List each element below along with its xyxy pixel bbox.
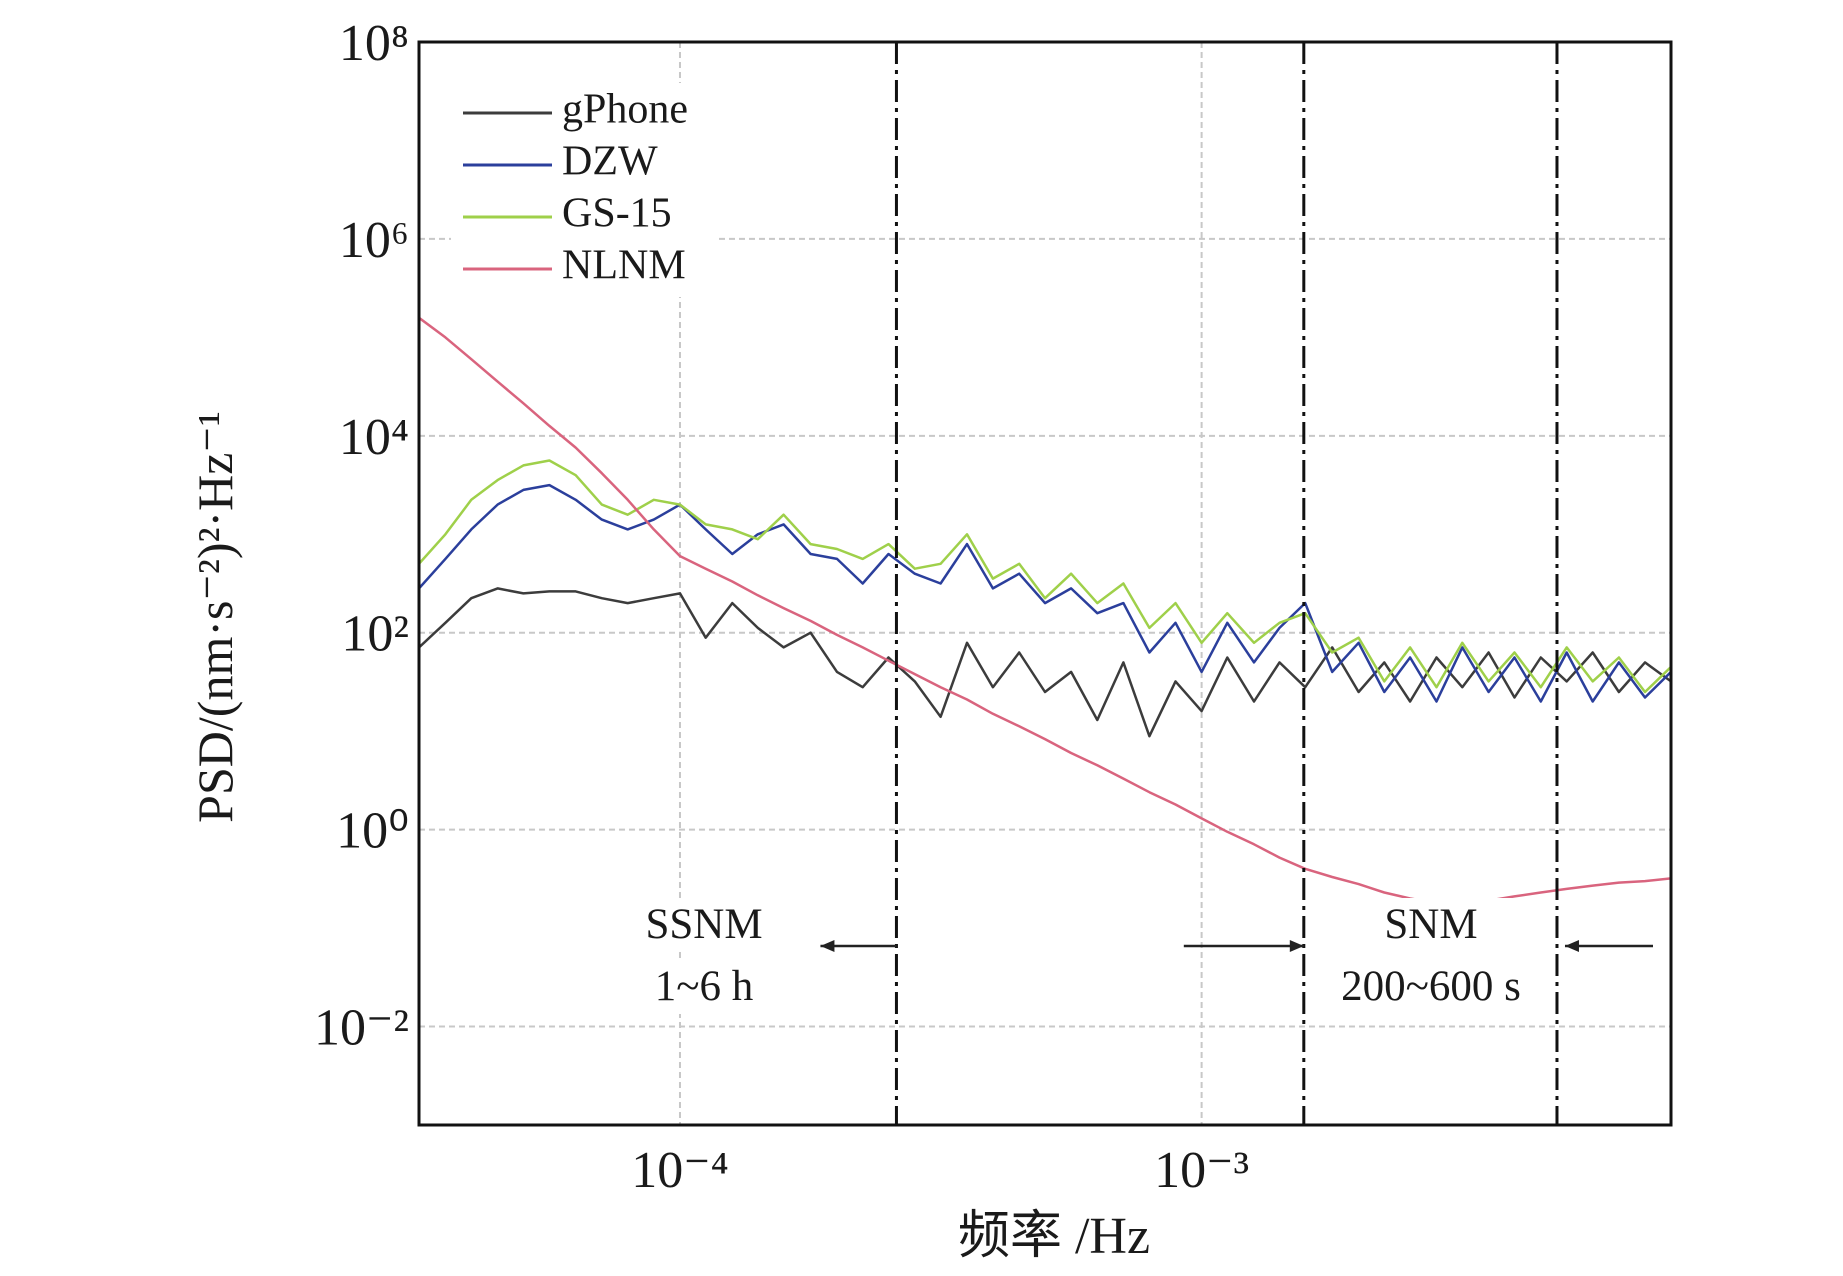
legend-label: GS-15	[562, 191, 672, 237]
arrow-head	[1564, 940, 1579, 952]
y-axis-label: PSD/(nm·s⁻²)²·Hz⁻¹	[187, 411, 243, 823]
annotation: SSNM	[645, 901, 762, 948]
legend-label: NLNM	[562, 243, 686, 289]
legend-box	[451, 83, 718, 297]
legend: gPhone DZW GS-15 NLNM	[451, 83, 718, 297]
series-line	[419, 483, 1671, 703]
arrow-head	[820, 940, 835, 952]
annotation: 1~6 h	[655, 963, 754, 1010]
series-line	[419, 587, 1671, 738]
x-tick-label: 10⁻⁴	[631, 1142, 729, 1199]
series-line	[419, 459, 1671, 694]
annotation-bg	[594, 960, 814, 1014]
annotation: SNM	[1384, 901, 1477, 948]
y-tick-label: 10²	[341, 606, 409, 663]
y-tick-label: 10⁴	[339, 409, 409, 466]
y-tick-label: 10⁻²	[314, 1000, 409, 1057]
x-axis-label: 频率 /Hz	[958, 1208, 1150, 1265]
annotation-bg	[1321, 898, 1541, 952]
arrow-head	[1289, 940, 1304, 952]
legend-label: DZW	[562, 139, 658, 185]
annotation-bg	[594, 898, 814, 952]
y-tick-label: 10⁶	[339, 212, 409, 269]
x-tick-label: 10⁻³	[1154, 1142, 1249, 1199]
annotation: 200~600 s	[1341, 963, 1521, 1010]
plot-frame	[417, 40, 1673, 1127]
y-tick-label: 10⁰	[336, 803, 409, 860]
y-tick-label: 10⁸	[339, 15, 409, 72]
annotation-bg	[1321, 960, 1541, 1014]
legend-label: gPhone	[562, 87, 688, 133]
